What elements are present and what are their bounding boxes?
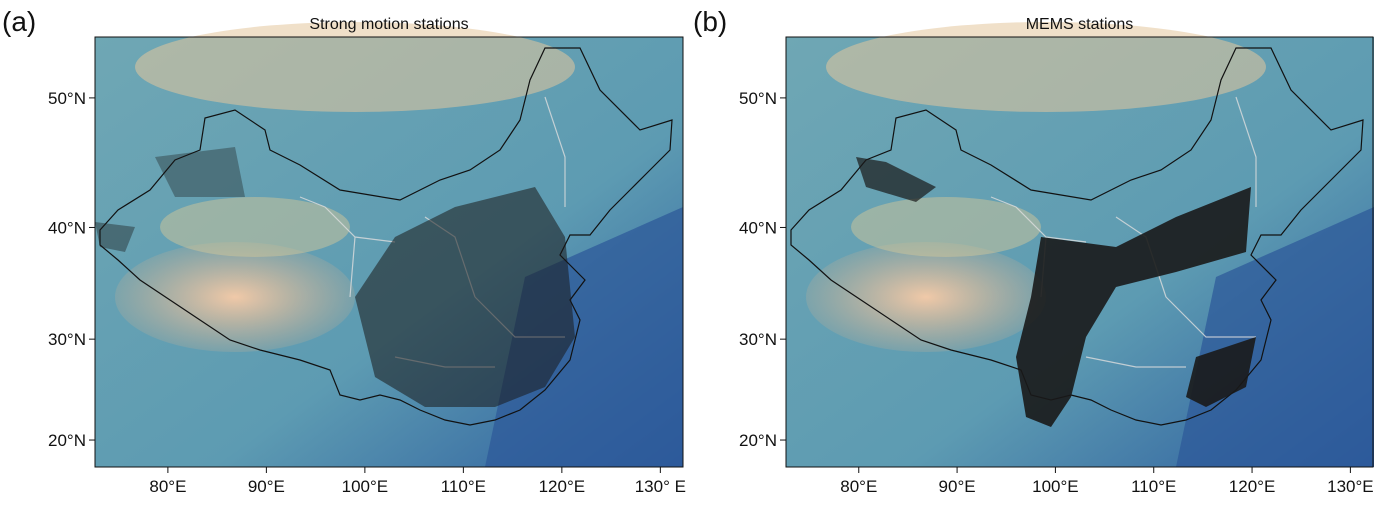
x-tick-label: 90°E	[939, 477, 976, 496]
y-tick-label: 40°N	[48, 218, 86, 237]
y-tick-label: 50°N	[48, 89, 86, 108]
x-tick-label: 110°E	[1131, 477, 1176, 496]
y-tick-label: 50°N	[739, 89, 777, 108]
x-tick-label: 100°E	[1032, 477, 1079, 496]
x-tick-label: 120°E	[539, 477, 586, 496]
x-tick-label: 90°E	[248, 477, 285, 496]
x-tick-label: 120°E	[1229, 477, 1276, 496]
x-tick-label: 80°E	[840, 477, 877, 496]
x-tick-label: 130°E	[1327, 477, 1374, 496]
x-tick-label: 130° E	[635, 477, 686, 496]
y-tick-label: 20°N	[739, 431, 777, 450]
y-tick-label: 30°N	[48, 330, 86, 349]
panel-title: Strong motion stations	[309, 16, 468, 33]
y-tick-label: 40°N	[739, 218, 777, 237]
y-tick-label: 20°N	[48, 431, 86, 450]
x-tick-label: 100°E	[342, 477, 389, 496]
x-tick-label: 80°E	[149, 477, 186, 496]
panel-b-background	[786, 22, 1374, 467]
panel-label: (b)	[693, 6, 727, 37]
x-tick-label: 110°E	[441, 477, 486, 496]
figure: (a) Strong motion stations 80°E 90°E 100°E 11…	[0, 0, 1377, 504]
panel-a-background	[95, 22, 683, 467]
panel-title: MEMS stations	[1026, 16, 1134, 33]
panel-label: (a)	[2, 6, 36, 37]
y-tick-label: 30°N	[739, 330, 777, 349]
